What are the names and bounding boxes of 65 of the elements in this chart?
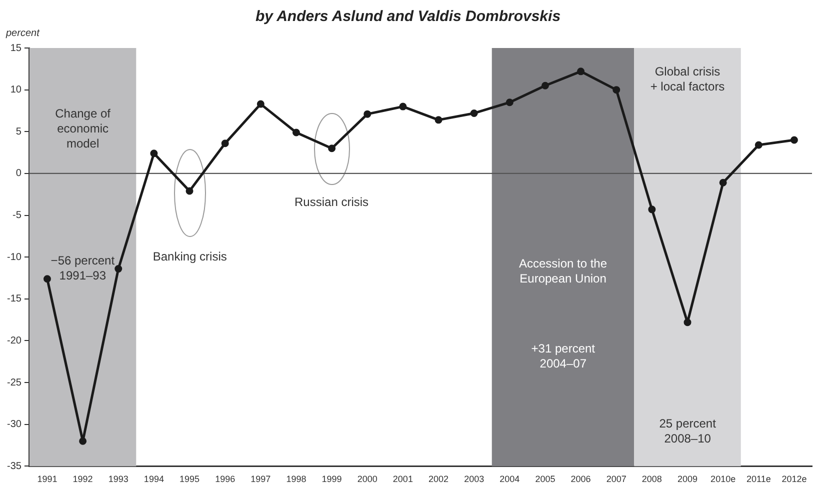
point: [754, 141, 762, 149]
y-tick-label: -10: [7, 252, 22, 263]
y-axis-title: percent: [5, 28, 41, 39]
y-tick-label: -25: [7, 377, 22, 388]
band-label: Global crisis + local factors: [650, 64, 725, 94]
x-tick-label: 2000: [357, 474, 378, 484]
point: [364, 110, 372, 118]
point: [612, 86, 620, 94]
x-tick-label: 2006: [570, 474, 591, 484]
x-tick-label: 1999: [322, 474, 342, 484]
band-label: Accession to the European Union: [518, 256, 608, 286]
point: [43, 275, 51, 283]
y-tick-label: 5: [16, 126, 22, 138]
x-tick-label: 2010e: [710, 474, 736, 484]
annotation: −56 percent 1991–93: [50, 254, 116, 283]
x-tick-label: 2009: [677, 474, 698, 484]
band-label: Change of economic model: [55, 106, 112, 150]
annotation: +31 percent 2004–07: [531, 341, 596, 370]
y-tick-label: 15: [10, 42, 22, 54]
point: [399, 102, 407, 110]
x-tick-label: 1996: [215, 474, 236, 484]
point: [256, 100, 264, 108]
x-tick-label: 2005: [535, 474, 556, 484]
y-tick-label: -15: [7, 294, 22, 305]
x-tick-label: 1994: [144, 474, 164, 484]
x-tick-label: 1993: [108, 474, 128, 484]
y-tick-label: -20: [7, 335, 22, 346]
x-tick-label: 2004: [500, 474, 520, 484]
point: [292, 128, 300, 136]
y-tick-label: 10: [10, 84, 22, 96]
x-tick-label: 2003: [464, 474, 484, 484]
annotation: Banking crisis: [152, 249, 227, 264]
point: [328, 144, 336, 152]
point: [114, 265, 122, 273]
y-tick-label: -35: [7, 460, 22, 472]
x-tick-label: 2007: [606, 474, 626, 484]
x-tick-label: 2008: [642, 474, 662, 484]
y-tick-label: -30: [7, 419, 22, 430]
x-tick-label: 2012e: [782, 474, 807, 484]
annotation: Russian crisis: [294, 195, 369, 210]
point: [79, 437, 87, 445]
x-tick-label: 1995: [180, 474, 200, 484]
x-tick-label: 1992: [72, 474, 93, 484]
x-tick-label: 1991: [37, 474, 58, 484]
x-tick-label: 2001: [392, 474, 413, 484]
point: [648, 206, 656, 214]
point: [719, 178, 727, 186]
point: [221, 140, 229, 148]
point: [790, 136, 798, 144]
x-tick-label: 1998: [286, 474, 306, 484]
x-tick-label: 2011e: [746, 474, 771, 484]
x-tick-label: 2002: [428, 474, 449, 484]
point: [434, 116, 442, 124]
chart-title: by Anders Aslund and Valdis Dombrovskis: [255, 8, 561, 26]
y-tick-label: 0: [16, 168, 22, 180]
point: [470, 109, 478, 117]
point: [577, 68, 585, 76]
point: [541, 82, 549, 90]
point: [186, 187, 194, 195]
point: [506, 98, 514, 106]
point: [150, 150, 158, 158]
x-tick-label: 1997: [250, 474, 271, 484]
annotation: 25 percent 2008–10: [659, 416, 717, 446]
point: [684, 318, 692, 326]
y-tick-label: -5: [12, 210, 22, 222]
